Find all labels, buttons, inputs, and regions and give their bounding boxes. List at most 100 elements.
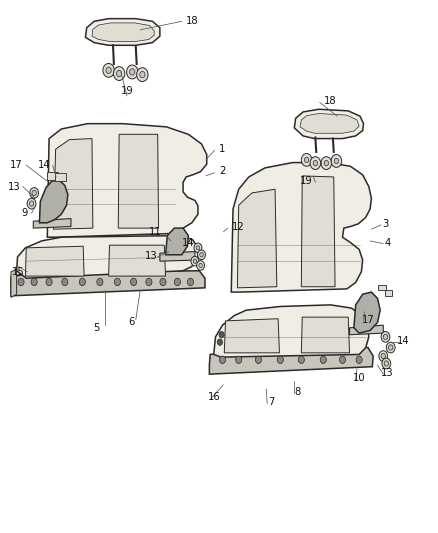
Circle shape [146,278,152,286]
Circle shape [160,278,166,286]
Text: 14: 14 [397,336,409,346]
Circle shape [277,356,283,364]
Circle shape [198,250,205,260]
Circle shape [114,278,120,286]
Circle shape [356,356,362,364]
Text: 14: 14 [38,160,50,170]
Polygon shape [109,245,166,276]
Text: 5: 5 [93,323,99,333]
Text: 10: 10 [353,374,365,383]
Polygon shape [11,271,205,296]
Circle shape [97,278,103,286]
Circle shape [196,246,200,250]
Polygon shape [166,228,188,255]
Polygon shape [160,252,195,261]
Circle shape [46,278,52,286]
Circle shape [62,278,68,286]
Circle shape [219,332,224,338]
Text: 2: 2 [219,166,226,175]
Circle shape [130,69,135,75]
Text: 18: 18 [186,17,199,26]
Polygon shape [237,189,277,288]
Text: 15: 15 [12,267,25,277]
Text: 12: 12 [232,222,245,231]
Text: 18: 18 [324,96,337,106]
Circle shape [320,356,326,364]
Circle shape [236,356,242,364]
Circle shape [30,188,39,198]
Text: 13: 13 [145,251,157,261]
Text: 3: 3 [382,219,389,229]
Circle shape [219,356,226,364]
Circle shape [304,157,309,163]
Circle shape [301,154,312,166]
Circle shape [386,342,395,353]
Circle shape [255,356,261,364]
Polygon shape [300,114,359,133]
Circle shape [18,278,24,286]
Text: 14: 14 [182,238,194,247]
Circle shape [117,70,122,77]
Circle shape [191,256,199,266]
Polygon shape [350,325,383,335]
Text: 9: 9 [21,208,27,218]
Circle shape [310,157,321,169]
Polygon shape [301,317,350,353]
Polygon shape [25,246,84,276]
Text: 17: 17 [361,315,374,325]
Circle shape [334,158,339,164]
Circle shape [127,65,138,79]
Polygon shape [47,124,207,237]
Circle shape [197,261,205,270]
Circle shape [339,356,346,364]
Circle shape [384,361,389,366]
Circle shape [313,160,318,166]
Polygon shape [11,269,17,297]
Circle shape [32,190,36,196]
Circle shape [79,278,85,286]
Polygon shape [385,290,392,296]
Polygon shape [33,219,71,228]
Circle shape [217,339,223,345]
Circle shape [140,71,145,78]
Polygon shape [294,109,364,139]
Circle shape [381,353,385,359]
Polygon shape [53,139,93,229]
Polygon shape [47,172,58,180]
Circle shape [103,63,114,77]
Circle shape [321,157,332,169]
Circle shape [381,332,390,342]
Text: 4: 4 [385,238,391,247]
Circle shape [174,278,180,286]
Circle shape [389,345,393,350]
Polygon shape [209,348,373,374]
Circle shape [199,263,202,268]
Circle shape [131,278,137,286]
Circle shape [194,243,202,253]
Circle shape [298,356,304,364]
Circle shape [324,160,328,166]
Circle shape [27,198,36,209]
Polygon shape [354,292,380,333]
Circle shape [29,201,34,206]
Polygon shape [55,173,66,181]
Text: 1: 1 [219,144,226,154]
Polygon shape [118,134,159,228]
Polygon shape [301,176,335,287]
Text: 17: 17 [10,160,23,170]
Text: 7: 7 [268,398,275,407]
Circle shape [113,67,125,80]
Circle shape [383,334,388,340]
Text: 8: 8 [295,387,301,397]
Polygon shape [378,285,386,290]
Polygon shape [39,180,68,223]
Polygon shape [214,305,369,357]
Polygon shape [17,236,198,278]
Text: 6: 6 [128,318,134,327]
Circle shape [187,278,194,286]
Circle shape [331,155,342,167]
Polygon shape [224,319,279,353]
Circle shape [31,278,37,286]
Circle shape [193,259,197,263]
Text: 13: 13 [8,182,20,191]
